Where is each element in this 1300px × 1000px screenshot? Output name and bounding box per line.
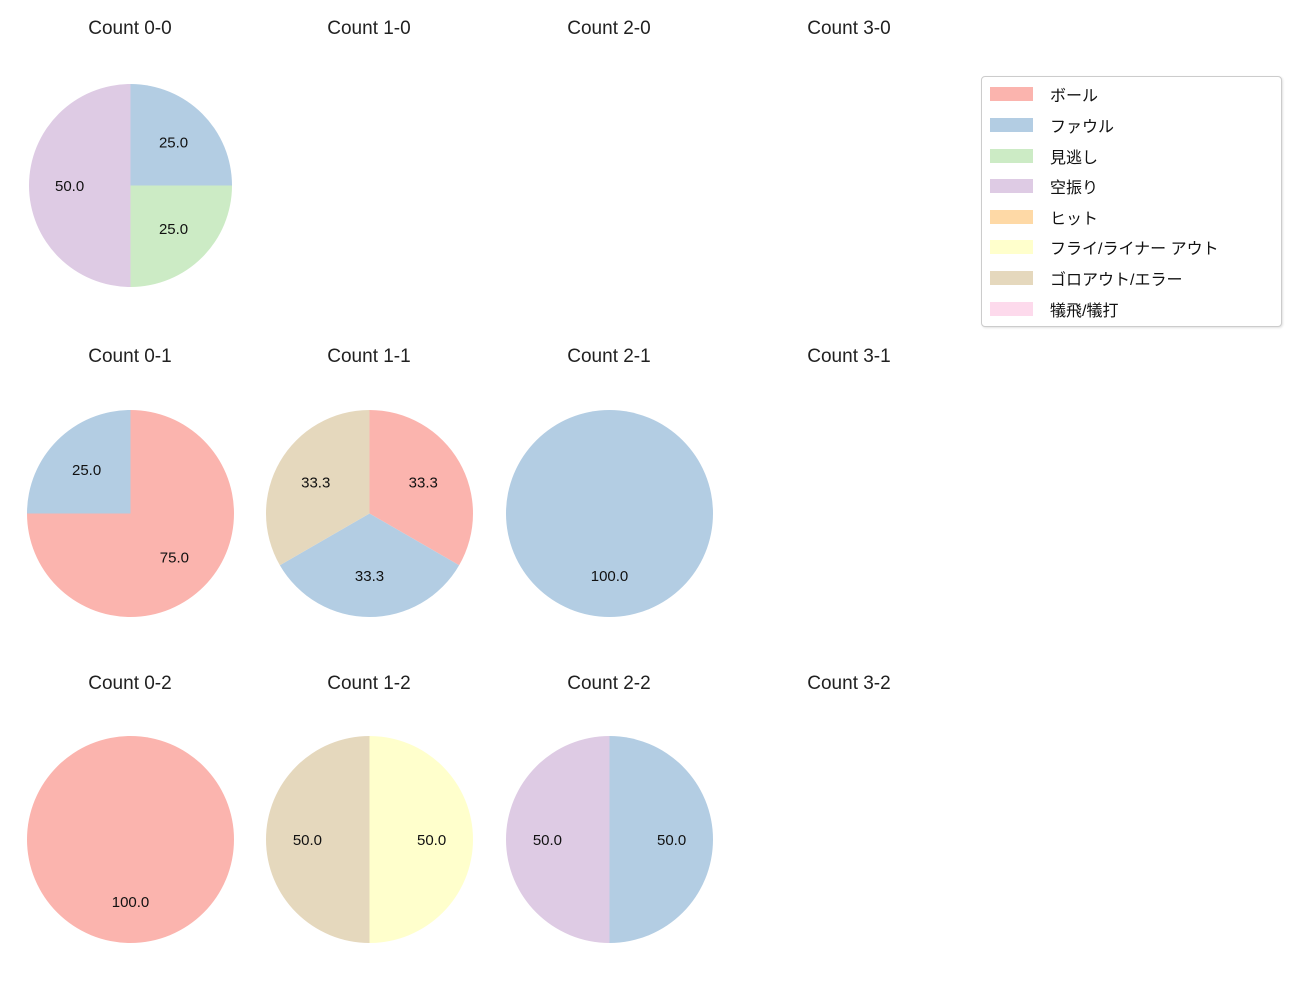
legend-color-swatch	[990, 271, 1033, 286]
legend-item-label: 空振り	[1050, 180, 1099, 198]
chart-title: Count 0-0	[88, 18, 172, 39]
legend-item: ファウル	[982, 110, 1281, 139]
legend-item-label: 犠飛/犠打	[1050, 302, 1119, 320]
pie-slice-value-label: 75.0	[159, 549, 188, 566]
chart-title: Count 1-1	[327, 346, 411, 367]
pie-slice	[505, 409, 713, 617]
pie-slice-value-label: 33.3	[301, 474, 330, 491]
chart-title: Count 1-0	[327, 18, 411, 39]
legend-item: ゴロアウト/エラー	[982, 264, 1281, 293]
pie-slice-value-label: 50.0	[656, 831, 685, 848]
legend-item-label: ファウル	[1050, 118, 1115, 136]
legend-item-label: ボール	[1050, 88, 1099, 106]
pie-slice-value-label: 50.0	[532, 831, 561, 848]
chart-title: Count 3-2	[807, 673, 891, 694]
legend-color-swatch	[990, 240, 1033, 255]
pie-slice	[26, 735, 234, 943]
pie-slice-value-label: 50.0	[416, 831, 445, 848]
legend-color-swatch	[990, 179, 1033, 194]
legend-color-swatch	[990, 117, 1033, 132]
chart-title: Count 0-2	[88, 673, 172, 694]
chart-title: Count 3-0	[807, 18, 891, 39]
pie-slice	[28, 83, 130, 287]
pie-slice	[130, 185, 232, 287]
pie-slice	[505, 735, 609, 943]
pie-slice-value-label: 50.0	[292, 831, 321, 848]
legend-item: 見逃し	[982, 141, 1281, 170]
pie-slice-value-label: 25.0	[158, 220, 187, 237]
pie-chart: 50.0 50.0	[505, 735, 713, 943]
chart-title: Count 2-1	[567, 346, 651, 367]
pie-slice-value-label: 100.0	[111, 893, 149, 910]
legend-item-label: 見逃し	[1050, 149, 1099, 167]
chart-title: Count 1-2	[327, 673, 411, 694]
pie-slice-value-label: 33.3	[408, 474, 437, 491]
legend-color-swatch	[990, 301, 1033, 316]
pie-chart: 100.0	[26, 735, 234, 943]
pie-slice	[609, 735, 713, 943]
legend-item-label: ヒット	[1050, 210, 1099, 228]
legend-color-swatch	[990, 148, 1033, 163]
legend-item-label: ゴロアウト/エラー	[1050, 272, 1183, 290]
pie-slice-value-label: 100.0	[590, 567, 628, 584]
legend-color-swatch	[990, 209, 1033, 224]
pie-chart: 50.0 50.0	[265, 735, 473, 943]
pie-chart: 100.0	[505, 409, 713, 617]
pie-slice-value-label: 50.0	[54, 177, 83, 194]
pie-slice-value-label: 25.0	[71, 461, 100, 478]
legend: ボールファウル見逃し空振りヒットフライ/ライナー アウト ゴロアウト/エラー 犠飛/…	[981, 76, 1282, 327]
pie-slice	[26, 409, 130, 513]
pie-slice	[130, 83, 232, 185]
chart-title: Count 2-0	[567, 18, 651, 39]
legend-color-swatch	[990, 87, 1033, 102]
chart-title: Count 2-2	[567, 673, 651, 694]
legend-item: フライ/ライナー アウト	[982, 233, 1281, 262]
pie-chart: 33.3 33.3 33.3	[265, 409, 473, 617]
chart-title: Count 3-1	[807, 346, 891, 367]
legend-item: 犠飛/犠打	[982, 294, 1281, 323]
legend-item: 空振り	[982, 172, 1281, 201]
legend-item: ボール	[982, 80, 1281, 109]
pie-slice	[369, 409, 473, 565]
legend-item-label: フライ/ライナー アウト	[1050, 241, 1219, 259]
pie-slice	[265, 735, 369, 943]
pie-chart: 75.0 25.0	[26, 409, 234, 617]
chart-title: Count 0-1	[88, 346, 172, 367]
pie-slice-value-label: 33.3	[354, 567, 383, 584]
pie-slice	[369, 735, 473, 943]
pie-slice-value-label: 25.0	[158, 134, 187, 151]
legend-item: ヒット	[982, 202, 1281, 231]
pie-chart: 25.0 25.0 50.0	[28, 83, 232, 287]
pie-slice	[265, 409, 369, 565]
